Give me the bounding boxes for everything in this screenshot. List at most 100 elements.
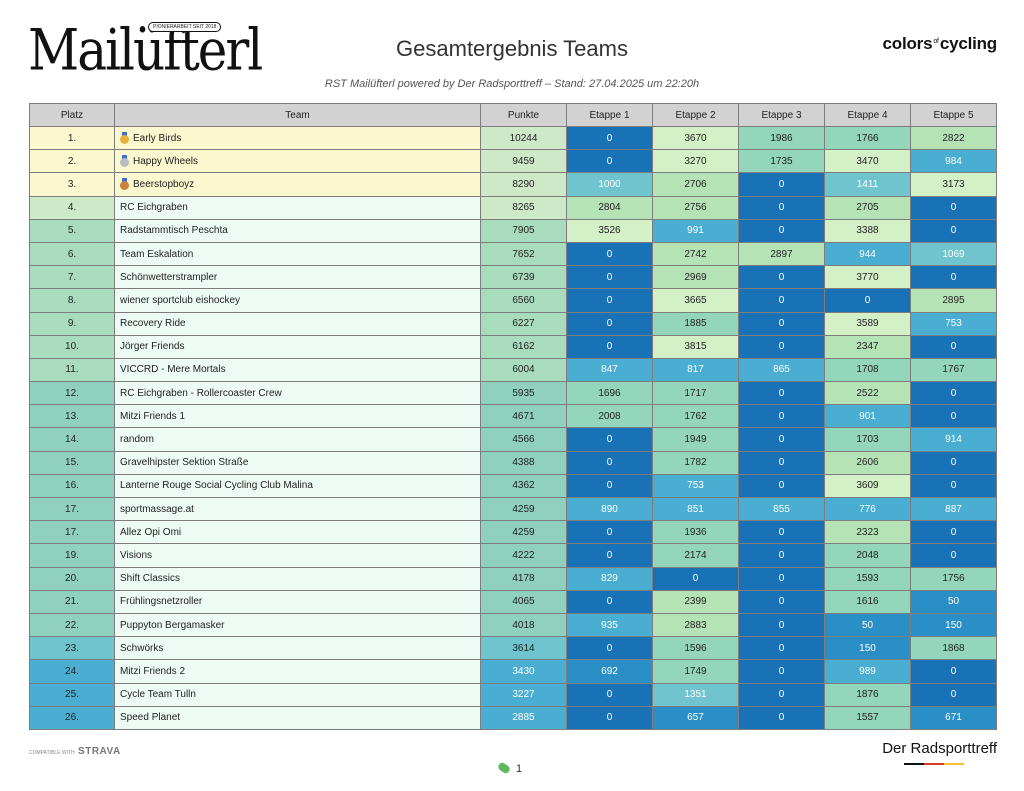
cell-team: Mitzi Friends 1 — [114, 404, 481, 429]
cell-platz: 8. — [29, 288, 115, 313]
team-name: RC Eichgraben - Rollercoaster Crew — [120, 387, 282, 399]
colors-of-cycling-logo: colorsofcycling — [883, 34, 998, 54]
logo-tagline: PIONIERARBEIT SEIT 2018 — [148, 22, 222, 32]
cell-punkte: 6739 — [480, 265, 567, 290]
cell-platz: 2. — [29, 149, 115, 174]
cell-team: Recovery Ride — [114, 311, 481, 336]
cell-etappe-4: 2705 — [824, 195, 911, 220]
column-header-etappe-4: Etappe 4 — [824, 103, 911, 127]
cell-team: Shift Classics — [114, 566, 481, 591]
table-row: 2. Happy Wheels 9459 0 3270 1735 3470 984 — [29, 149, 997, 174]
cell-platz: 13. — [29, 404, 115, 429]
team-name: sportmassage.at — [120, 503, 194, 515]
cell-platz: 20. — [29, 566, 115, 591]
cell-punkte: 6162 — [480, 334, 567, 359]
cell-platz: 1. — [29, 125, 115, 151]
cell-etappe-2: 1949 — [652, 427, 739, 452]
cell-etappe-3: 0 — [738, 566, 825, 591]
table-row: 17. sportmassage.at 4259 890 851 855 776 887 — [29, 496, 997, 522]
table-body: 1. Early Birds 10244 0 3670 1986 1766 2822 2. Hap… — [29, 125, 997, 730]
cell-etappe-4: 3609 — [824, 473, 911, 499]
cell-team: Radstammtisch Peschta — [114, 218, 481, 243]
cell-etappe-4: 0 — [824, 288, 911, 313]
cell-etappe-1: 2008 — [566, 404, 653, 429]
table-row: 7. Schönwetterstrampler 6739 0 2969 0 3770 0 — [29, 265, 997, 290]
cell-etappe-5: 1767 — [910, 357, 997, 383]
cell-etappe-4: 1557 — [824, 705, 911, 730]
cell-etappe-5: 1069 — [910, 241, 997, 267]
cell-etappe-4: 2522 — [824, 381, 911, 406]
cell-etappe-4: 1708 — [824, 357, 911, 383]
cell-etappe-5: 0 — [910, 381, 997, 406]
cell-punkte: 4388 — [480, 450, 567, 475]
cell-team: Mitzi Friends 2 — [114, 659, 481, 684]
cell-etappe-3: 1735 — [738, 149, 825, 174]
team-name: Early Birds — [133, 133, 182, 145]
cell-etappe-1: 0 — [566, 265, 653, 290]
cell-etappe-2: 1717 — [652, 381, 739, 406]
cell-etappe-5: 0 — [910, 265, 997, 290]
cell-team: Happy Wheels — [114, 149, 481, 174]
cell-etappe-3: 0 — [738, 473, 825, 499]
team-name: Mitzi Friends 1 — [120, 410, 186, 422]
strava-logo: STRAVA — [78, 746, 121, 757]
cell-platz: 3. — [29, 172, 115, 197]
table-row: 23. Schwörks 3614 0 1596 0 150 1868 — [29, 636, 997, 661]
cell-platz: 10. — [29, 334, 115, 359]
cell-etappe-2: 3815 — [652, 334, 739, 359]
table-row: 20. Shift Classics 4178 829 0 0 1593 1756 — [29, 566, 997, 591]
cell-punkte: 4018 — [480, 612, 567, 638]
team-name: wiener sportclub eishockey — [120, 294, 241, 306]
cell-platz: 4. — [29, 195, 115, 220]
cell-punkte: 4178 — [480, 566, 567, 591]
cell-etappe-3: 0 — [738, 334, 825, 359]
page-title: Gesamtergebnis Teams — [396, 36, 628, 61]
cell-etappe-2: 2756 — [652, 195, 739, 220]
cell-punkte: 4362 — [480, 473, 567, 499]
cell-punkte: 3430 — [480, 659, 567, 684]
cell-etappe-3: 0 — [738, 427, 825, 452]
cell-team: RC Eichgraben — [114, 195, 481, 220]
cell-platz: 24. — [29, 659, 115, 684]
table-row: 22. Puppyton Bergamasker 4018 935 2883 0 50 150 — [29, 612, 997, 638]
cell-etappe-1: 2804 — [566, 195, 653, 220]
cell-etappe-4: 150 — [824, 636, 911, 661]
team-name: Beerstopboyz — [133, 179, 195, 191]
cell-punkte: 4222 — [480, 543, 567, 568]
team-name: RC Eichgraben — [120, 202, 188, 214]
cell-team: VICCRD - Mere Mortals — [114, 357, 481, 383]
cell-etappe-1: 935 — [566, 612, 653, 638]
cell-etappe-3: 0 — [738, 520, 825, 545]
gold-medal-icon — [120, 132, 129, 145]
cell-team: wiener sportclub eishockey — [114, 288, 481, 313]
team-name: Happy Wheels — [133, 156, 199, 168]
cell-platz: 23. — [29, 636, 115, 661]
cell-etappe-3: 2897 — [738, 241, 825, 267]
cell-etappe-4: 1616 — [824, 589, 911, 614]
radsporttreff-stripe — [904, 763, 964, 765]
cell-team: Allez Opi Omi — [114, 520, 481, 545]
table-row: 4. RC Eichgraben 8265 2804 2756 0 2705 0 — [29, 195, 997, 220]
cell-punkte: 6227 — [480, 311, 567, 336]
cell-etappe-2: 817 — [652, 357, 739, 383]
cell-platz: 12. — [29, 381, 115, 406]
cell-etappe-3: 0 — [738, 288, 825, 313]
cell-punkte: 3227 — [480, 682, 567, 707]
sponsor-word-of: of — [933, 38, 939, 45]
pill-icon — [496, 761, 512, 775]
cell-etappe-1: 0 — [566, 589, 653, 614]
team-name: Recovery Ride — [120, 318, 186, 330]
cell-punkte: 8265 — [480, 195, 567, 220]
cell-etappe-1: 0 — [566, 241, 653, 267]
cell-etappe-2: 1936 — [652, 520, 739, 545]
stripe-red — [924, 763, 944, 765]
cell-team: Visions — [114, 543, 481, 568]
team-name: Shift Classics — [120, 573, 181, 585]
cell-punkte: 4065 — [480, 589, 567, 614]
table-row: 19. Visions 4222 0 2174 0 2048 0 — [29, 543, 997, 568]
cell-team: Speed Planet — [114, 705, 481, 730]
cell-etappe-3: 0 — [738, 172, 825, 197]
cell-etappe-5: 753 — [910, 311, 997, 336]
cell-etappe-5: 50 — [910, 589, 997, 614]
cell-platz: 9. — [29, 311, 115, 336]
